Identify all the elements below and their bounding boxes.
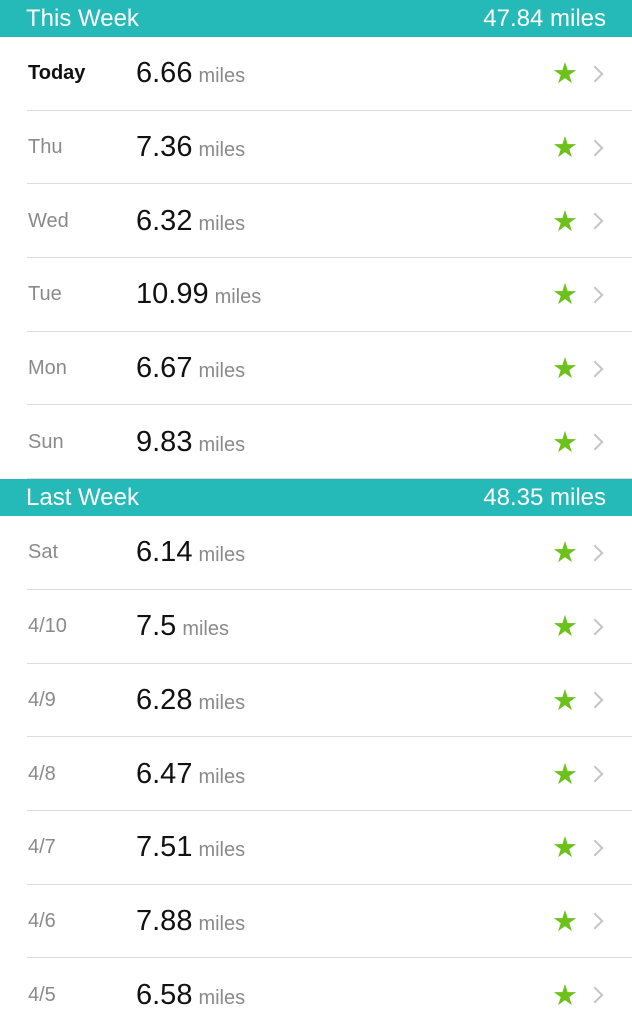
day-row[interactable]: Tue 10.99 miles ★ [0, 258, 632, 332]
day-label: 4/7 [28, 836, 56, 859]
chevron-right-icon [586, 912, 604, 930]
star-icon: ★ [552, 537, 578, 570]
day-label: Today [28, 62, 86, 85]
distance-value: 6.32 miles [136, 205, 245, 238]
section-header: This Week 47.84 miles [0, 0, 632, 37]
section-title: Last Week [26, 483, 139, 511]
chevron-right-icon [586, 286, 604, 304]
chevron-right-icon [586, 433, 604, 451]
star-icon: ★ [552, 684, 578, 717]
distance-unit: miles [198, 839, 246, 862]
star-icon: ★ [552, 353, 578, 386]
star-icon: ★ [552, 611, 578, 644]
chevron-right-icon [586, 139, 604, 157]
distance-value: 6.67 miles [136, 352, 245, 385]
day-row[interactable]: 4/10 7.5 miles ★ [0, 590, 632, 664]
distance-number: 9.83 [136, 425, 193, 458]
star-icon: ★ [552, 979, 578, 1012]
day-label: 4/5 [28, 983, 56, 1006]
distance-value: 7.5 miles [136, 610, 229, 643]
star-icon: ★ [552, 58, 578, 91]
chevron-right-icon [586, 65, 604, 83]
distance-number: 6.32 [136, 204, 193, 237]
distance-value: 6.28 miles [136, 684, 245, 717]
distance-value: 10.99 miles [136, 278, 261, 311]
chevron-right-icon [586, 765, 604, 783]
chevron-right-icon [586, 212, 604, 230]
distance-number: 6.14 [136, 536, 193, 569]
day-label: Mon [28, 357, 67, 380]
distance-unit: miles [214, 286, 262, 309]
chevron-right-icon [586, 839, 604, 857]
day-label: Tue [28, 283, 62, 306]
distance-value: 7.36 miles [136, 131, 245, 164]
day-label: 4/9 [28, 688, 56, 711]
distance-value: 7.88 miles [136, 905, 245, 938]
distance-unit: miles [198, 433, 246, 456]
distance-number: 6.28 [136, 683, 193, 716]
section-total: 48.35 miles [483, 483, 606, 511]
day-label: 4/6 [28, 909, 56, 932]
distance-value: 6.66 miles [136, 57, 245, 90]
distance-value: 6.47 miles [136, 758, 245, 791]
star-icon: ★ [552, 426, 578, 459]
distance-number: 7.88 [136, 904, 193, 937]
distance-number: 6.47 [136, 757, 193, 790]
distance-number: 7.36 [136, 131, 193, 164]
distance-number: 7.5 [136, 610, 177, 643]
distance-unit: miles [198, 65, 246, 88]
distance-number: 10.99 [136, 278, 209, 311]
section-header: Last Week 48.35 miles [0, 479, 632, 517]
distance-number: 6.67 [136, 352, 193, 385]
day-row[interactable]: 4/8 6.47 miles ★ [0, 737, 632, 811]
day-row[interactable]: 4/6 7.88 miles ★ [0, 885, 632, 959]
day-label: 4/10 [28, 615, 67, 638]
day-row[interactable]: Wed 6.32 miles ★ [0, 184, 632, 258]
distance-unit: miles [198, 986, 246, 1009]
distance-unit: miles [198, 544, 246, 567]
distance-unit: miles [198, 691, 246, 714]
day-label: Thu [28, 136, 63, 159]
day-label: Sat [28, 541, 59, 564]
day-label: Wed [28, 209, 69, 232]
chevron-right-icon [586, 618, 604, 636]
distance-value: 6.58 miles [136, 979, 245, 1012]
distance-value: 6.14 miles [136, 536, 245, 569]
distance-number: 7.51 [136, 831, 193, 864]
distance-unit: miles [198, 212, 246, 235]
day-row[interactable]: Today 6.66 miles ★ [0, 37, 632, 111]
day-row[interactable]: 4/5 6.58 miles ★ [0, 958, 632, 1032]
star-icon: ★ [552, 132, 578, 165]
day-label: 4/8 [28, 762, 56, 785]
star-icon: ★ [552, 205, 578, 238]
day-row[interactable]: 4/9 6.28 miles ★ [0, 664, 632, 738]
day-row[interactable]: 4/7 7.51 miles ★ [0, 811, 632, 885]
distance-unit: miles [198, 360, 246, 383]
chevron-right-icon [586, 544, 604, 562]
day-row[interactable]: Mon 6.67 miles ★ [0, 332, 632, 406]
distance-number: 6.58 [136, 978, 193, 1011]
distance-unit: miles [198, 765, 246, 788]
day-row[interactable]: Sat 6.14 miles ★ [0, 516, 632, 590]
day-label: Sun [28, 430, 64, 453]
chevron-right-icon [586, 986, 604, 1004]
star-icon: ★ [552, 758, 578, 791]
section-title: This Week [26, 4, 139, 32]
distance-number: 6.66 [136, 57, 193, 90]
chevron-right-icon [586, 691, 604, 709]
distance-unit: miles [198, 139, 246, 162]
section-total: 47.84 miles [483, 4, 606, 32]
star-icon: ★ [552, 832, 578, 865]
distance-unit: miles [198, 912, 246, 935]
star-icon: ★ [552, 279, 578, 312]
distance-value: 7.51 miles [136, 831, 245, 864]
day-row[interactable]: Thu 7.36 miles ★ [0, 111, 632, 185]
star-icon: ★ [552, 905, 578, 938]
day-row[interactable]: Sun 9.83 miles ★ [0, 405, 632, 479]
chevron-right-icon [586, 360, 604, 378]
distance-unit: miles [182, 618, 229, 641]
distance-value: 9.83 miles [136, 426, 245, 459]
